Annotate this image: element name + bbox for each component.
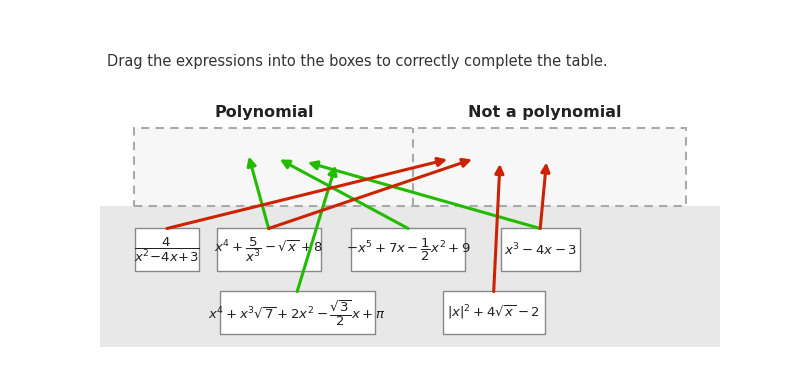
- Text: Polynomial: Polynomial: [214, 105, 314, 121]
- FancyBboxPatch shape: [501, 228, 580, 271]
- Text: $-x^5+7x-\dfrac{1}{2}x^2+9$: $-x^5+7x-\dfrac{1}{2}x^2+9$: [346, 236, 470, 262]
- FancyBboxPatch shape: [220, 291, 374, 334]
- Text: $x^3-4x-3$: $x^3-4x-3$: [504, 241, 577, 258]
- FancyBboxPatch shape: [350, 228, 466, 271]
- FancyBboxPatch shape: [217, 228, 321, 271]
- Text: $\dfrac{4}{x^2\!-\!4x\!+\!3}$: $\dfrac{4}{x^2\!-\!4x\!+\!3}$: [134, 235, 200, 264]
- FancyBboxPatch shape: [100, 206, 720, 347]
- FancyBboxPatch shape: [134, 128, 686, 206]
- Text: $x^4+x^3\sqrt{7}+2x^2-\dfrac{\sqrt{3}}{2}x+\pi$: $x^4+x^3\sqrt{7}+2x^2-\dfrac{\sqrt{3}}{2…: [208, 298, 386, 328]
- Text: Drag the expressions into the boxes to correctly complete the table.: Drag the expressions into the boxes to c…: [107, 54, 608, 69]
- FancyBboxPatch shape: [135, 228, 198, 271]
- Text: $x^4+\dfrac{5}{x^3}-\sqrt{x}+8$: $x^4+\dfrac{5}{x^3}-\sqrt{x}+8$: [214, 235, 323, 264]
- Text: $|x|^2+4\sqrt{x}-2$: $|x|^2+4\sqrt{x}-2$: [447, 303, 540, 322]
- FancyBboxPatch shape: [442, 291, 545, 334]
- Text: Not a polynomial: Not a polynomial: [469, 105, 622, 121]
